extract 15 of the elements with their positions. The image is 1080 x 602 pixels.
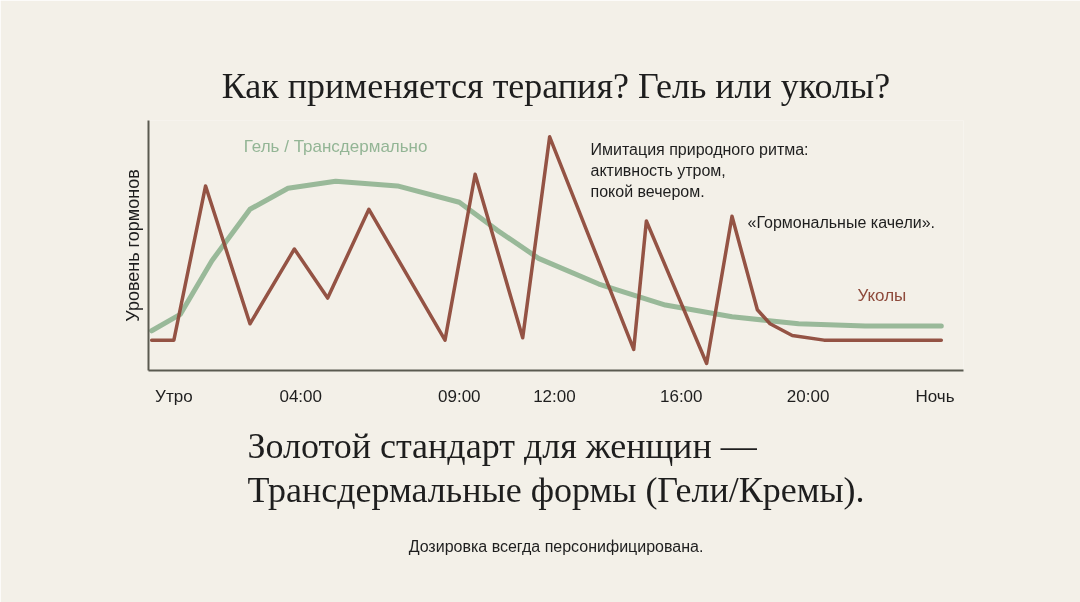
x-tick-label: 12:00: [533, 386, 576, 406]
x-tick-label: 20:00: [786, 386, 830, 406]
text: Уколы: [857, 285, 907, 305]
text: Гель / Трансдермально: [243, 136, 428, 156]
x-tick-label: 04:00: [279, 386, 322, 406]
chart-title: Как применяется терапия? Гель или уколы?: [221, 65, 891, 106]
x-tick-label: Утро: [155, 386, 193, 406]
annotation: Имитация природного ритма: активность утром, покой вечером.: [590, 140, 809, 200]
text: Дозировка всегда персонифицирована.: [408, 537, 704, 555]
annotation: «Гормональные качели».: [747, 214, 935, 231]
x-tick-label: 16:00: [659, 386, 703, 406]
x-tick-label: Ночь: [915, 386, 955, 406]
text: Золотой стандарт для женщин — Трансдермальные формы (Гели/Кремы).: [247, 425, 865, 510]
y-axis-title: Уровень гормонов: [122, 169, 143, 322]
x-tick-label: 09:00: [438, 386, 481, 406]
